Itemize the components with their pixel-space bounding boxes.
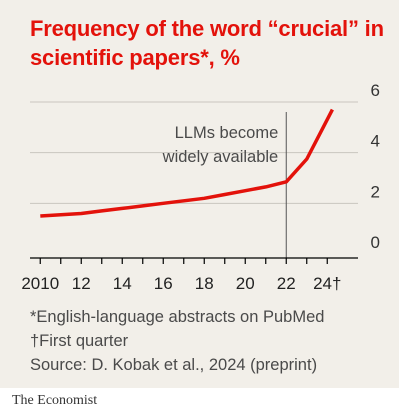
chart-card <box>0 0 399 388</box>
line-chart: 0 2 4 6 LLMs become widely available 2010 12 1… <box>21 81 380 293</box>
y-axis-labels: 0 2 4 6 <box>371 81 380 252</box>
y-tick-label-6: 6 <box>371 81 380 100</box>
y-tick-label-0: 0 <box>371 233 380 252</box>
annotation: LLMs become widely available <box>162 112 287 258</box>
footnote-asterisk: *English-language abstracts on PubMed <box>30 308 325 326</box>
x-tick-label-2010: 2010 <box>21 274 59 293</box>
x-tick-label-2018: 18 <box>195 274 214 293</box>
series-line <box>40 108 334 218</box>
x-tick-label-2020: 20 <box>236 274 255 293</box>
series <box>40 108 334 218</box>
x-tick-label-2022: 22 <box>277 274 296 293</box>
grid <box>30 101 358 204</box>
y-tick-label-2: 2 <box>371 182 380 201</box>
x-tick-label-2012: 12 <box>72 274 91 293</box>
x-axis: 2010 12 14 16 18 20 22 24† <box>21 257 358 293</box>
x-tick-label-2016: 16 <box>154 274 173 293</box>
footnote-dagger: †First quarter <box>30 332 129 350</box>
source-note: Source: D. Kobak et al., 2024 (preprint) <box>30 356 318 374</box>
chart-title: Frequency of the word “crucial” in scien… <box>30 16 384 70</box>
brand-name: The Economist <box>12 393 98 408</box>
x-tick-label-2014: 14 <box>113 274 132 293</box>
y-tick-label-4: 4 <box>371 132 380 151</box>
annotation-text-line-1: LLMs become <box>175 124 279 142</box>
annotation-text-line-2: widely available <box>162 148 279 166</box>
x-tick-label-2024: 24† <box>313 274 341 293</box>
